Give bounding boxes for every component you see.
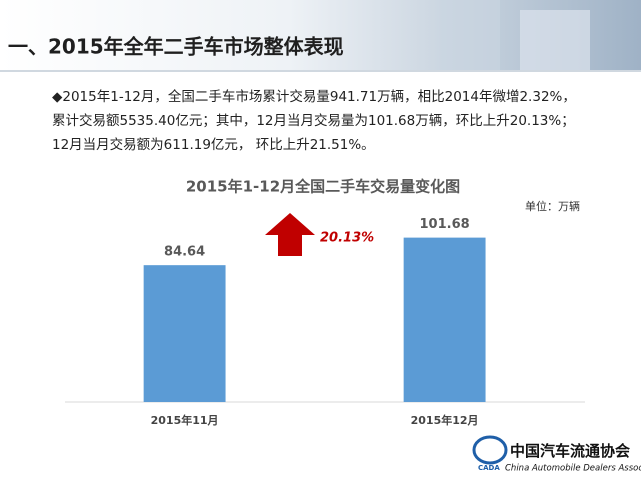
chart-title: 2015年1-12月全国二手车交易量变化图 bbox=[186, 178, 460, 196]
logo: 中国汽车流通协会 CADA China Automobile Dealers A… bbox=[472, 435, 641, 474]
paragraph-line: 12月当月交易额为611.19亿元， 环比上升21.51%。 bbox=[52, 136, 375, 153]
bar bbox=[143, 265, 226, 402]
unit-label: 单位：万辆 bbox=[525, 199, 580, 213]
x-tick-label: 2015年12月 bbox=[411, 413, 479, 427]
header-decoration bbox=[520, 10, 590, 70]
annotation: 20.13% bbox=[320, 231, 374, 246]
x-tick-label: 2015年11月 bbox=[151, 413, 219, 427]
bar bbox=[403, 237, 486, 402]
header-rule bbox=[0, 70, 641, 72]
slide-title: 一、2015年全年二手车市场整体表现 bbox=[8, 35, 344, 59]
logo-abbr: CADA bbox=[478, 464, 500, 472]
logo-english: China Automobile Dealers Association bbox=[505, 464, 641, 474]
paragraph-line: 累计交易额5535.40亿元；其中，12月当月交易量为101.68万辆，环比上升… bbox=[52, 112, 575, 129]
paragraph-line: ◆2015年1-12月，全国二手车市场累计交易量941.71万辆，相比2014年… bbox=[52, 88, 576, 105]
up-arrow bbox=[265, 213, 315, 256]
logo-name: 中国汽车流通协会 bbox=[510, 442, 630, 460]
value-label: 84.64 bbox=[164, 245, 205, 260]
header-decoration bbox=[440, 0, 500, 70]
value-label: 101.68 bbox=[420, 217, 470, 232]
logo-icon bbox=[472, 435, 508, 465]
